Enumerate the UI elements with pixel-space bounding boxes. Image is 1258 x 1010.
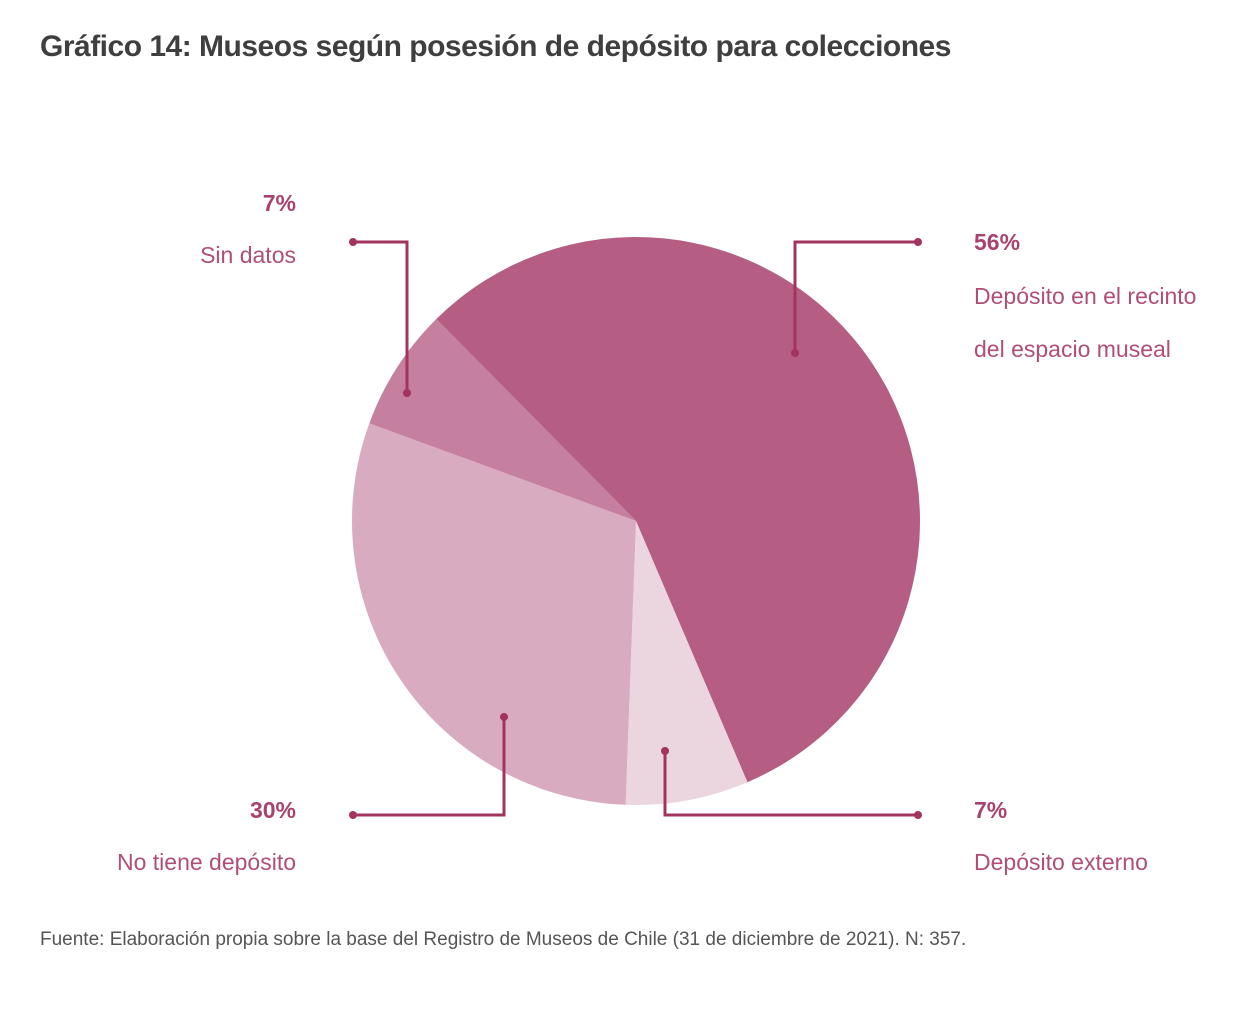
slice-category-label-no-tiene: No tiene depósito bbox=[116, 849, 296, 875]
slice-value-label-no-tiene: 30% bbox=[249, 797, 296, 823]
leader-line-recinto-dot-start bbox=[791, 349, 799, 357]
pie-slice-recinto bbox=[436, 236, 921, 783]
slice-value-label-externo: 7% bbox=[974, 797, 1008, 823]
leader-line-sin-datos bbox=[353, 240, 409, 393]
leader-line-externo-dot-end bbox=[914, 811, 922, 819]
slice-category-label-recinto-line2: del espacio museal bbox=[974, 336, 1171, 362]
leader-line-recinto-dot-end bbox=[914, 238, 922, 246]
leader-line-externo bbox=[663, 751, 918, 817]
leader-lines bbox=[349, 238, 922, 819]
pie-slice-sin-datos bbox=[369, 319, 636, 521]
leader-line-recinto bbox=[793, 240, 918, 353]
slice-value-label-sin-datos: 7% bbox=[262, 190, 296, 216]
leader-line-sin-datos-dot-end bbox=[349, 238, 357, 246]
source-note: Fuente: Elaboración propia sobre la base… bbox=[40, 929, 967, 950]
leader-line-sin-datos-dot-start bbox=[403, 389, 411, 397]
slice-category-label-sin-datos: Sin datos bbox=[200, 242, 296, 268]
leader-line-no-tiene bbox=[353, 717, 506, 817]
chart-title: Gráfico 14: Museos según posesión de dep… bbox=[40, 30, 951, 63]
leader-line-externo-dot-start bbox=[661, 747, 669, 755]
pie-slice-externo bbox=[625, 521, 748, 805]
slice-category-label-recinto-line1: Depósito en el recinto bbox=[974, 283, 1197, 309]
pie-slices bbox=[351, 236, 921, 805]
leader-line-no-tiene-dot-end bbox=[349, 811, 357, 819]
slice-category-label-externo: Depósito externo bbox=[974, 849, 1148, 875]
leader-line-no-tiene-dot-start bbox=[500, 713, 508, 721]
slice-value-label-recinto: 56% bbox=[974, 229, 1021, 255]
pie-slice-no-tiene bbox=[351, 423, 636, 805]
